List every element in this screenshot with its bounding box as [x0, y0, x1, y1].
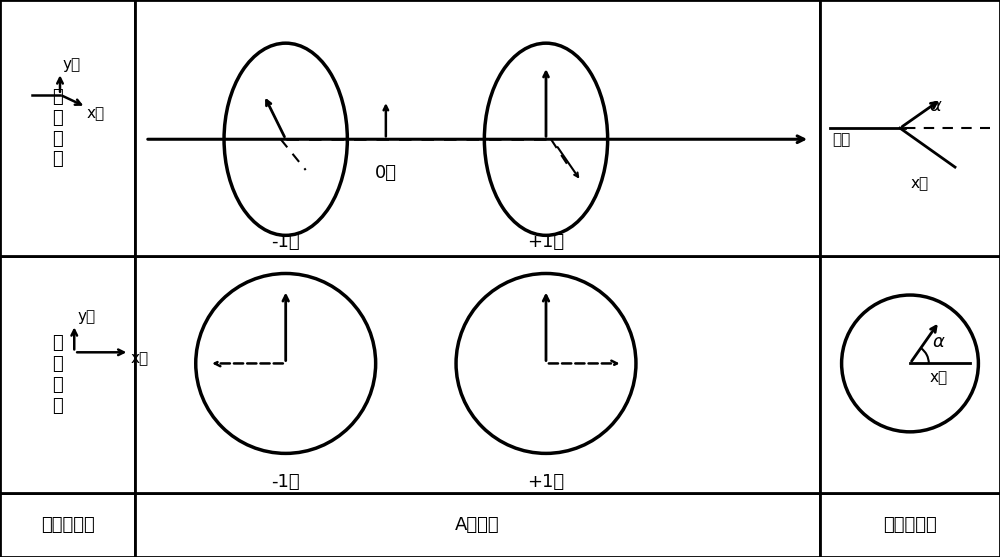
- Text: -1阶: -1阶: [271, 473, 300, 491]
- Bar: [0, 493, 135, 557]
- Text: 检偏轴方向: 检偏轴方向: [883, 516, 937, 534]
- Text: x轴: x轴: [911, 177, 929, 191]
- Bar: [135, 256, 820, 493]
- Bar: [135, 493, 820, 557]
- Text: 侧
面
坐
标: 侧 面 坐 标: [52, 88, 63, 168]
- Circle shape: [456, 273, 636, 453]
- Bar: [820, 256, 1000, 493]
- Bar: [820, 0, 1000, 256]
- Text: x轴: x轴: [930, 370, 948, 385]
- Text: y轴: y轴: [77, 309, 95, 324]
- Ellipse shape: [224, 43, 347, 235]
- Circle shape: [842, 295, 978, 432]
- Text: 截
面
坐
标: 截 面 坐 标: [52, 334, 63, 415]
- Ellipse shape: [484, 43, 608, 235]
- Circle shape: [196, 273, 376, 453]
- Text: -1阶: -1阶: [271, 233, 300, 251]
- Text: y轴: y轴: [63, 57, 81, 71]
- Text: x轴: x轴: [130, 351, 148, 367]
- Text: α: α: [929, 97, 941, 115]
- Bar: [0, 256, 135, 493]
- Text: α: α: [933, 333, 945, 350]
- Text: 0阶: 0阶: [375, 164, 397, 182]
- Bar: [820, 493, 1000, 557]
- Text: 频率: 频率: [832, 132, 850, 146]
- Bar: [135, 0, 820, 256]
- Bar: [0, 0, 135, 256]
- Text: A点光场: A点光场: [455, 516, 500, 534]
- Text: x轴: x轴: [87, 106, 105, 121]
- Text: 笛卡尔坐标: 笛卡尔坐标: [41, 516, 94, 534]
- Text: +1阶: +1阶: [527, 233, 565, 251]
- Text: +1阶: +1阶: [527, 473, 565, 491]
